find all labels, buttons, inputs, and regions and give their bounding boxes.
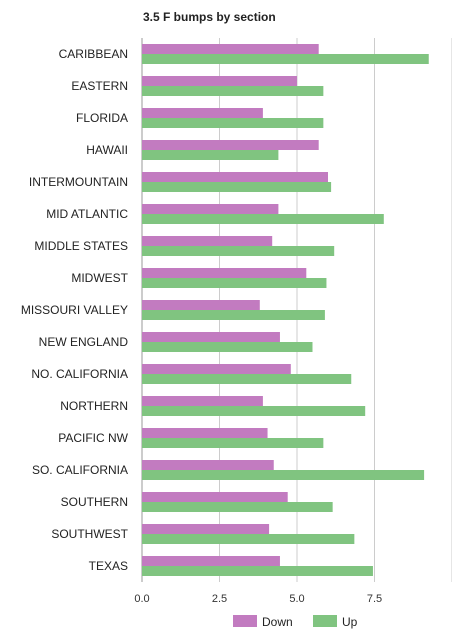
category-label: NORTHERN <box>60 399 128 413</box>
category-label: PACIFIC NW <box>58 431 128 445</box>
legend-label-up: Up <box>342 615 358 629</box>
x-tick-label: 7.5 <box>367 593 382 605</box>
category-label: EASTERN <box>71 79 128 93</box>
bar-down-hawaii <box>142 140 319 150</box>
bar-down-northern <box>142 396 263 406</box>
category-label: TEXAS <box>89 559 128 573</box>
x-tick-label: 5.0 <box>289 593 304 605</box>
bar-up-middle-states <box>142 246 335 256</box>
bar-down-midwest <box>142 268 307 278</box>
bar-up-eastern <box>142 86 324 96</box>
bar-up-hawaii <box>142 150 279 160</box>
bar-down-so-california <box>142 460 274 470</box>
category-label: SOUTHERN <box>61 495 128 509</box>
category-label: NO. CALIFORNIA <box>31 367 128 381</box>
bar-up-pacific-nw <box>142 438 324 448</box>
category-label: NEW ENGLAND <box>39 335 129 349</box>
category-label: MIDWEST <box>71 271 128 285</box>
bar-down-mid-atlantic <box>142 204 279 214</box>
bar-up-southwest <box>142 534 355 544</box>
category-label: HAWAII <box>86 143 128 157</box>
category-label: INTERMOUNTAIN <box>29 175 128 189</box>
bar-down-middle-states <box>142 236 273 246</box>
x-tick-label: 0.0 <box>134 593 149 605</box>
category-label: MISSOURI VALLEY <box>21 303 128 317</box>
bar-down-southwest <box>142 524 270 534</box>
category-label: MID ATLANTIC <box>46 207 128 221</box>
category-label: FLORIDA <box>76 111 128 125</box>
bar-up-so-california <box>142 470 425 480</box>
bar-down-intermountain <box>142 172 328 182</box>
x-tick-label: 2.5 <box>212 593 227 605</box>
bar-up-florida <box>142 118 324 128</box>
category-label: CARIBBEAN <box>59 47 128 61</box>
legend-swatch-up <box>313 615 337 627</box>
bar-down-southern <box>142 492 288 502</box>
bar-up-mid-atlantic <box>142 214 384 224</box>
bar-down-florida <box>142 108 263 118</box>
category-label: SOUTHWEST <box>51 527 128 541</box>
bar-up-intermountain <box>142 182 332 192</box>
bar-up-texas <box>142 566 373 576</box>
bar-down-missouri-valley <box>142 300 260 310</box>
bar-down-texas <box>142 556 280 566</box>
legend-label-down: Down <box>262 615 293 629</box>
bar-down-caribbean <box>142 44 319 54</box>
bar-up-caribbean <box>142 54 429 64</box>
bar-down-pacific-nw <box>142 428 268 438</box>
bar-up-midwest <box>142 278 327 288</box>
bar-down-no-california <box>142 364 291 374</box>
bar-up-southern <box>142 502 333 512</box>
legend-swatch-down <box>233 615 257 627</box>
bar-down-eastern <box>142 76 297 86</box>
category-label: MIDDLE STATES <box>34 239 128 253</box>
bar-down-new-england <box>142 332 280 342</box>
bar-up-no-california <box>142 374 352 384</box>
chart-title: 3.5 F bumps by section <box>143 10 276 24</box>
bar-up-new-england <box>142 342 313 352</box>
category-label: SO. CALIFORNIA <box>32 463 128 477</box>
bar-up-northern <box>142 406 366 416</box>
bar-up-missouri-valley <box>142 310 325 320</box>
